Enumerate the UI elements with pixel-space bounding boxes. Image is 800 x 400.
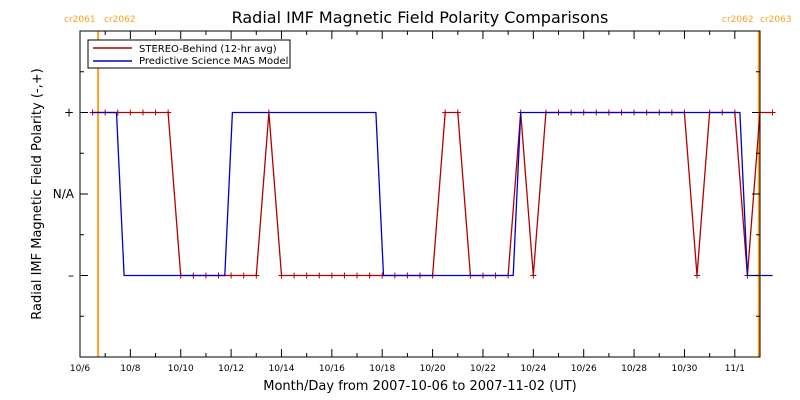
data-point-1-29: [442, 109, 449, 116]
x-tick-label-2: 10/8: [120, 364, 140, 374]
carrington-marker-layer: [97, 31, 760, 357]
legend-box: [87, 39, 291, 69]
data-point-1-21: [341, 272, 348, 279]
data-point-1-6: [152, 109, 159, 116]
x-tick-label-8: 10/20: [420, 364, 446, 374]
y-tick-label-2: N/A: [53, 187, 75, 201]
chart-title: Radial IMF Magnetic Field Polarity Compa…: [232, 8, 609, 27]
x-tick-label-1: 10/6: [70, 364, 90, 374]
data-point-1-12: [228, 272, 235, 279]
series-line-2: [92, 111, 773, 277]
data-point-1-23: [366, 272, 373, 279]
tick-layer: 10/6 10/8 10/10 10/12 10/14 10/16 10/18 10/20 10…: [53, 30, 761, 374]
legend: STEREO-Behind (12-hr avg) Predictive Sci…: [87, 39, 291, 69]
data-point-1-14: [253, 272, 260, 279]
data-point-1-13: [240, 272, 247, 279]
x-axis-label: Month/Day from 2007-10-06 to 2007-11-02 …: [263, 379, 576, 394]
x-tick-label-4: 10/12: [218, 364, 244, 374]
data-point-1-22: [354, 272, 361, 279]
y-tick-label-1: +: [64, 106, 74, 120]
data-point-1-36: [530, 272, 537, 279]
data-point-1-4: [127, 109, 134, 116]
legend-label-mas: Predictive Science MAS Model: [139, 56, 288, 67]
cr-label-left-2: cr2062: [722, 15, 754, 25]
data-point-1-17: [291, 272, 298, 279]
cr-label-left-1: cr2061: [64, 15, 96, 25]
x-tick-label-10: 10/24: [520, 364, 546, 374]
data-point-1-7: [165, 109, 172, 116]
x-tick-label-5: 10/14: [269, 364, 295, 374]
data-point-1-5: [139, 109, 146, 116]
legend-label-stereo: STEREO-Behind (12-hr avg): [139, 44, 277, 55]
axes-layer: [79, 30, 761, 358]
y-axis-label: Radial IMF Magnetic Field Polarity (-,+): [30, 68, 45, 319]
x-tick-label-7: 10/18: [369, 364, 395, 374]
series-layer: [89, 109, 776, 279]
y-tick-label-3: –: [68, 269, 74, 283]
plot-frame: [79, 30, 761, 358]
series-line-1: [92, 111, 773, 277]
data-point-1-49: [694, 272, 701, 279]
x-tick-label-12: 10/28: [621, 364, 647, 374]
data-point-1-16: [278, 272, 285, 279]
cr-label-right-1: cr2062: [104, 15, 136, 25]
x-tick-label-6: 10/16: [319, 364, 345, 374]
data-point-1-20: [328, 272, 335, 279]
x-tick-label-11: 10/26: [571, 364, 597, 374]
x-tick-label-3: 10/10: [168, 364, 194, 374]
cr-label-right-2: cr2063: [760, 15, 792, 25]
x-tick-label-14: 11/1: [725, 364, 745, 374]
data-point-1-19: [316, 272, 323, 279]
x-tick-label-13: 10/30: [671, 364, 697, 374]
data-point-1-30: [454, 109, 461, 116]
data-point-1-18: [303, 272, 310, 279]
data-point-1-55: [769, 109, 776, 116]
x-tick-label-9: 10/22: [470, 364, 496, 374]
